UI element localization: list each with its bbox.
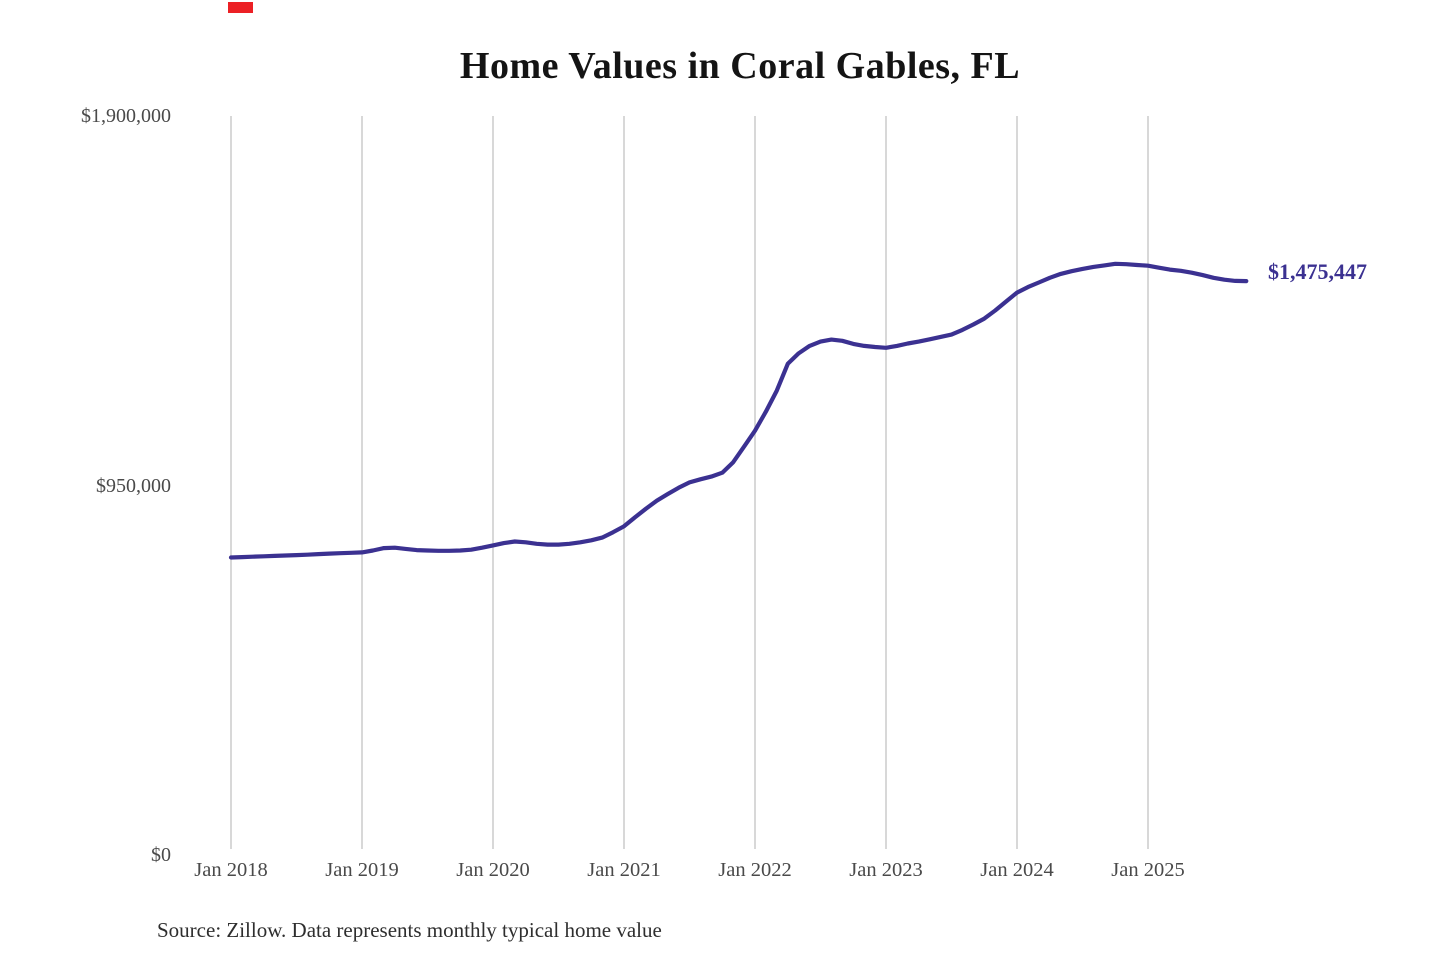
- x-axis-tick-label: Jan 2024: [980, 859, 1054, 881]
- source-note: Source: Zillow. Data represents monthly …: [157, 918, 662, 942]
- x-axis-tick-label: Jan 2021: [587, 859, 661, 881]
- y-axis-tick-label: $1,900,000: [81, 105, 171, 127]
- x-axis-tick-label: Jan 2019: [325, 859, 399, 881]
- home-value-line: [228, 261, 1249, 560]
- latest-value-label: $1,475,447: [1268, 259, 1367, 284]
- x-axis-tick-label: Jan 2022: [718, 859, 792, 881]
- y-axis-tick-label: $950,000: [96, 474, 171, 497]
- x-axis-tick-label: Jan 2025: [1111, 859, 1185, 881]
- x-axis-tick-label: Jan 2023: [849, 859, 923, 881]
- chart-title: Home Values in Coral Gables, FL: [459, 45, 1021, 87]
- x-axis-tick-label: Jan 2018: [194, 859, 268, 881]
- screen-artifact-mark: [228, 2, 253, 13]
- y-axis-tick-label: $0: [151, 844, 171, 866]
- x-axis-tick-label: Jan 2020: [456, 859, 530, 881]
